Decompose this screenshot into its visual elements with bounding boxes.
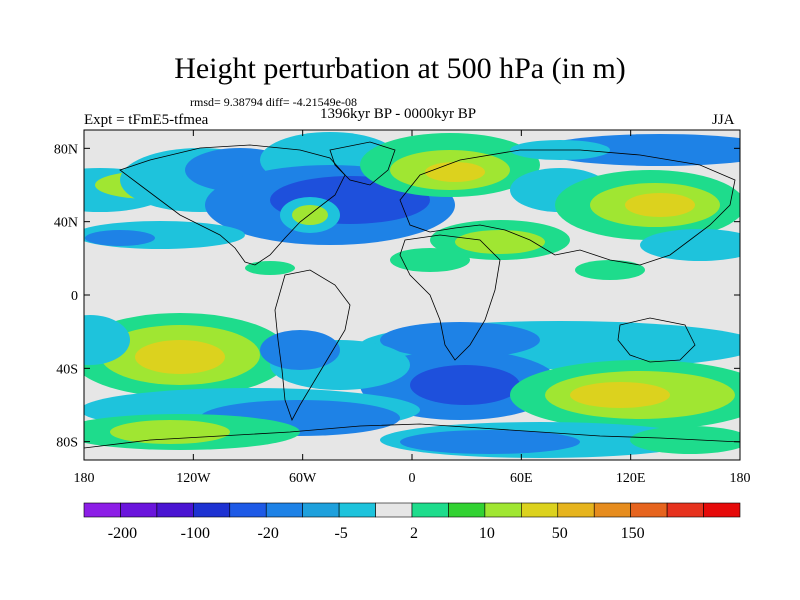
latitude-axis: 80N 40N 0 40S 80S bbox=[54, 142, 740, 451]
north-america-outline bbox=[119, 144, 346, 266]
colorbar-label: 2 bbox=[410, 525, 418, 542]
colorbar-swatch bbox=[484, 502, 522, 518]
lon-tick-label: 60E bbox=[510, 471, 533, 486]
colorbar-swatch bbox=[630, 502, 668, 518]
greenland-outline bbox=[329, 141, 396, 186]
period-label: 1396kyr BP - 0000kyr BP bbox=[320, 106, 477, 122]
season-label: JJA bbox=[712, 112, 735, 128]
antarctica-outline bbox=[84, 423, 740, 449]
colorbar-swatch bbox=[265, 502, 303, 518]
colorbar-label: -20 bbox=[258, 525, 279, 542]
lat-tick-label: 0 bbox=[71, 289, 78, 304]
stats-text: rmsd= 9.38794 diff= -4.21549e-08 bbox=[190, 95, 357, 109]
lat-tick-label: 80S bbox=[56, 436, 78, 451]
colorbar-swatch bbox=[411, 502, 449, 518]
colorbar-swatch bbox=[302, 502, 340, 518]
map-field bbox=[84, 130, 740, 460]
lon-tick-label: 180 bbox=[74, 471, 95, 486]
colorbar-swatch bbox=[593, 502, 631, 518]
lon-tick-label: 0 bbox=[409, 471, 416, 486]
colorbar-label: 10 bbox=[479, 525, 495, 542]
lon-tick-label: 120W bbox=[176, 471, 211, 486]
southern-belt bbox=[84, 313, 740, 458]
colorbar-swatch bbox=[666, 502, 704, 518]
chart-title: Height perturbation at 500 hPa (in m) bbox=[174, 52, 626, 85]
coastlines bbox=[84, 141, 740, 449]
australia-outline bbox=[617, 317, 696, 363]
colorbar-swatch bbox=[375, 502, 413, 518]
colorbar-labels: -200 -100 -20 -5 2 10 50 150 bbox=[108, 525, 645, 542]
lat-tick-label: 40N bbox=[54, 216, 78, 231]
colorbar-swatch bbox=[193, 502, 231, 518]
colorbar bbox=[83, 502, 741, 518]
colorbar-swatch bbox=[521, 502, 559, 518]
lon-tick-label: 120E bbox=[616, 471, 646, 486]
longitude-axis: 180 120W 60W 0 60E 120E 180 bbox=[74, 130, 751, 486]
colorbar-swatch bbox=[120, 502, 158, 518]
colorbar-label: -100 bbox=[181, 525, 210, 542]
eurasia-outline bbox=[399, 149, 736, 266]
lon-tick-label: 180 bbox=[730, 471, 751, 486]
south-america-outline bbox=[274, 269, 351, 421]
lon-tick-label: 60W bbox=[289, 471, 317, 486]
colorbar-label: -5 bbox=[334, 525, 347, 542]
colorbar-swatch bbox=[338, 502, 376, 518]
lat-tick-label: 40S bbox=[56, 362, 78, 377]
colorbar-swatch bbox=[703, 502, 741, 518]
colorbar-label: 50 bbox=[552, 525, 568, 542]
africa-outline bbox=[399, 234, 501, 361]
colorbar-swatch bbox=[229, 502, 267, 518]
colorbar-label: -200 bbox=[108, 525, 137, 542]
experiment-label: Expt = tFmE5-tfmea bbox=[84, 112, 209, 128]
colorbar-label: 150 bbox=[621, 525, 645, 542]
colorbar-swatch bbox=[448, 502, 486, 518]
lat-tick-label: 80N bbox=[54, 142, 78, 157]
northern-belt bbox=[84, 132, 740, 280]
colorbar-swatch bbox=[83, 502, 121, 518]
colorbar-swatch bbox=[156, 502, 194, 518]
colorbar-swatch bbox=[557, 502, 595, 518]
